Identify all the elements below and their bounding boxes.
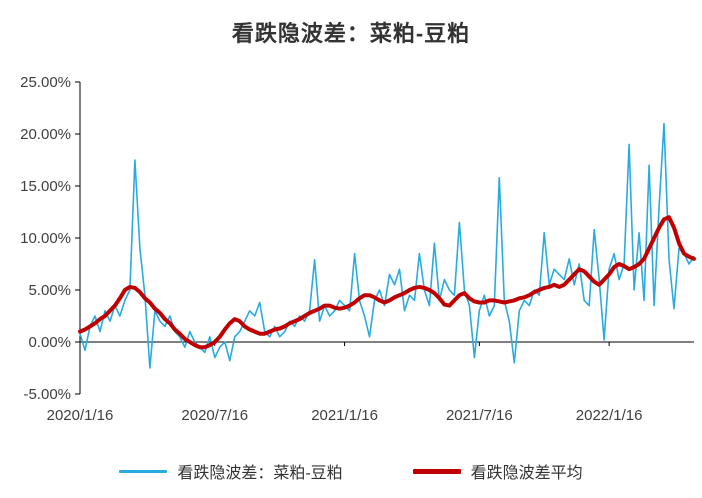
legend-main-label: 看跌隐波差：菜粕-豆粕 xyxy=(177,465,343,482)
x-tick-label: 2020/1/16 xyxy=(47,407,114,424)
x-tick-label: 2021/1/16 xyxy=(311,407,378,424)
y-tick-label: 20.00% xyxy=(20,126,71,143)
y-tick-label: 0.00% xyxy=(28,334,71,351)
legend-main-line-swatch xyxy=(119,469,168,473)
legend-average-label: 看跌隐波差平均 xyxy=(470,465,583,482)
y-tick-label: 5.00% xyxy=(28,282,71,299)
y-tick-label: 10.00% xyxy=(20,230,71,247)
x-tick-label: 2022/1/16 xyxy=(576,407,643,424)
x-tick-label: 2021/7/16 xyxy=(446,407,513,424)
y-tick-label: 15.00% xyxy=(20,178,71,195)
y-tick-label: 25.00% xyxy=(20,74,71,91)
y-tick-label: -5.00% xyxy=(23,386,71,403)
x-tick-label: 2020/7/16 xyxy=(181,407,248,424)
legend-average-line-swatch xyxy=(412,468,461,474)
legend: 看跌隐波差：菜粕-豆粕 看跌隐波差平均 xyxy=(0,459,702,483)
chart-title: 看跌隐波差：菜粕-豆粕 xyxy=(231,21,471,46)
series-line-average xyxy=(78,215,696,350)
legend-item-main-series: 看跌隐波差：菜粕-豆粕 xyxy=(119,459,343,483)
series-line-main xyxy=(79,122,695,369)
volatility-line-chart: 25.00% 20.00% 15.00% 10.00% 5.00% 0.00% -5.00%… xyxy=(20,74,696,424)
legend-item-average-series: 看跌隐波差平均 xyxy=(412,459,583,483)
